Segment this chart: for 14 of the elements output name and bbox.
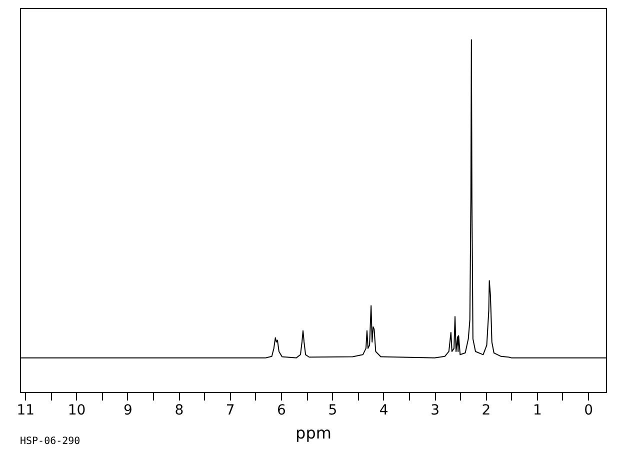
x-tick-label: 4 (379, 402, 388, 418)
x-tick-label: 0 (584, 402, 594, 418)
x-tick-label: 11 (16, 402, 35, 418)
x-tick-label: 1 (532, 402, 542, 418)
x-tick-label: 5 (328, 402, 338, 418)
text: HSP-06-290 (20, 436, 80, 447)
x-tick-label: 7 (226, 402, 235, 418)
x-tick-label: 8 (174, 402, 184, 418)
x-tick-label: 3 (430, 402, 440, 418)
x-axis-title: ppm (296, 424, 332, 442)
x-tick-label: 2 (482, 402, 491, 418)
x-tick-label: 10 (68, 402, 86, 418)
x-tick-label: 9 (124, 402, 132, 418)
x-tick-label: 6 (277, 402, 286, 418)
